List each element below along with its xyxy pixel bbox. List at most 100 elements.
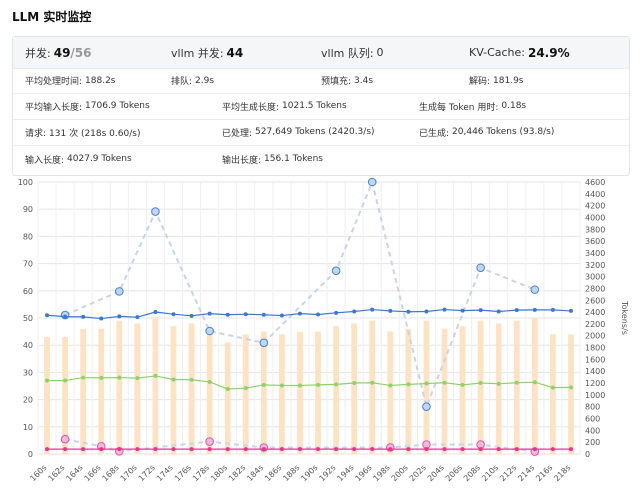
y2-tick-label: 4600 (585, 178, 605, 187)
y2-tick-label: 600 (585, 415, 600, 424)
x-tick-label: 160s (28, 463, 48, 483)
y-tick-label: 50 (23, 314, 33, 323)
queue-time-value: 2.9s (195, 75, 215, 86)
generated-label: 已生成: (419, 128, 450, 139)
x-tick-label: 174s (155, 463, 175, 483)
bar (495, 323, 502, 454)
prefill-stat: 预填充: 3.4s (321, 68, 373, 93)
avg-time-value: 188.2s (85, 75, 116, 86)
blue-series-line (46, 308, 572, 320)
pink-series-point (297, 447, 302, 452)
green-series-point (532, 380, 537, 385)
throughput-series-point (530, 285, 540, 294)
pink-series-point (189, 447, 194, 452)
pink-series-point (478, 447, 483, 452)
green-series-point (243, 386, 248, 391)
y-tick-label: 20 (23, 396, 33, 405)
bar (351, 323, 358, 454)
blue-series-point (424, 309, 429, 314)
blue-series-point (189, 313, 194, 318)
blue-series-point (297, 311, 302, 316)
throughput-series-point (259, 338, 269, 348)
x-tick-label: 202s (408, 463, 428, 483)
bar (423, 320, 430, 454)
requests-stat: 请求: 131 次 (218s 0.60/s) (25, 119, 140, 145)
avg-gen-label: 平均生成长度: (222, 102, 280, 113)
green-series-point (424, 381, 429, 386)
blue-series-point (370, 307, 375, 312)
y-tick-label: 70 (23, 260, 33, 269)
bar (279, 334, 285, 454)
bar (513, 320, 520, 454)
x-tick-label: 208s (462, 463, 482, 483)
input-len-label: 输入长度: (25, 155, 65, 166)
x-tick-label: 170s (119, 463, 139, 483)
x-tick-label: 194s (335, 463, 355, 483)
y-tick-label: 100 (18, 178, 33, 187)
x-tick-label: 180s (209, 463, 229, 483)
blue-series-point (388, 308, 393, 313)
x-tick-label: 198s (372, 463, 392, 483)
vllm-queue-stat: vllm 队列: 0 (321, 37, 384, 68)
pink-series-point (442, 447, 447, 452)
avg-input-label: 平均输入长度: (25, 102, 83, 113)
green-series-point (189, 377, 194, 382)
requests-label: 请求: (25, 128, 47, 139)
decode-value: 181.9s (493, 75, 524, 86)
y-tick-label: 30 (23, 368, 33, 377)
pink-series-point (388, 447, 393, 452)
bar (405, 328, 412, 454)
bar (188, 323, 195, 454)
pink-series-point (207, 447, 212, 452)
pink-series-point (568, 447, 573, 452)
y2-tick-label: 2800 (585, 284, 605, 293)
pink-series-point (135, 447, 140, 452)
pink-series-point (370, 447, 375, 452)
stats-row-timing: 平均处理时间: 188.2s 排队: 2.9s 预填充: 3.4s 解码: 18… (13, 68, 629, 94)
output-len-value: 156.1 Tokens (264, 154, 323, 164)
y2-tick-label: 2400 (585, 308, 605, 317)
x-tick-label: 168s (101, 463, 121, 483)
x-tick-label: 178s (191, 463, 211, 483)
decode-label: 解码: (469, 77, 491, 87)
x-tick-label: 166s (83, 463, 103, 483)
throughput-series-point (331, 266, 341, 275)
y-tick-label: 60 (23, 287, 33, 296)
per-token-value: 0.18s (501, 101, 527, 111)
y2-tick-label: 800 (585, 403, 600, 412)
blue-series-point (496, 309, 501, 314)
x-tick-label: 210s (480, 463, 500, 483)
green-series-point (442, 380, 447, 385)
pink-series-point (99, 447, 104, 452)
blue-series-point (153, 310, 158, 315)
green-series-point (171, 377, 176, 382)
concurrency-label: 并发: (25, 46, 51, 60)
stats-row-header: 并发: 49/56 vllm 并发: 44 vllm 队列: 0 KV-Cach… (13, 37, 629, 69)
y2-tick-label: 1000 (585, 391, 605, 400)
y-tick-label: 90 (23, 205, 33, 214)
blue-series-point (279, 313, 284, 318)
pink-series-point (352, 447, 357, 452)
pink-series-point (550, 447, 555, 452)
processed-stat: 已处理: 527,649 Tokens (2420.3/s) (222, 119, 375, 145)
bar (44, 337, 50, 454)
x-tick-label: 212s (498, 463, 518, 483)
y2-tick-label: 2600 (585, 296, 605, 305)
avg-gen-stat: 平均生成长度: 1021.5 Tokens (222, 93, 347, 119)
x-tick-label: 172s (137, 463, 157, 483)
bar (80, 328, 87, 454)
green-series-point (334, 382, 339, 387)
queue-time-stat: 排队: 2.9s (171, 68, 214, 93)
green-series-point (297, 383, 302, 388)
bar (441, 328, 448, 454)
bar (152, 318, 159, 454)
monitoring-chart: 0102030405060708090100020040060080010001… (18, 177, 629, 483)
decode-stat: 解码: 181.9s (469, 68, 524, 93)
avg-input-stat: 平均输入长度: 1706.9 Tokens (25, 93, 150, 119)
throughput-series-point (476, 263, 485, 273)
blue-series-point (568, 308, 573, 313)
generated-value: 20,446 Tokens (93.8/s) (452, 127, 555, 137)
avg-gen-value: 1021.5 Tokens (282, 101, 347, 111)
pink-series-point (117, 447, 122, 452)
concurrency-stat: 并发: 49/56 (25, 37, 92, 68)
